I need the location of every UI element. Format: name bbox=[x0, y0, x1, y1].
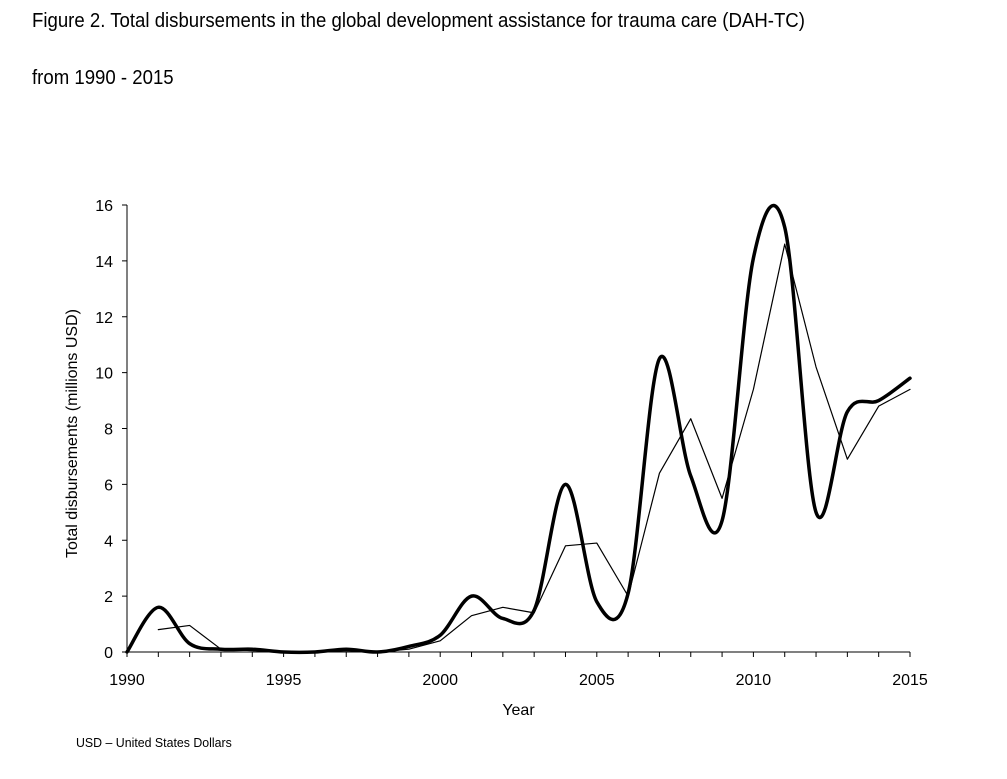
data-point-s2-2007 bbox=[657, 471, 661, 475]
data-point-s1-1992 bbox=[188, 642, 192, 646]
data-point-s1-2013 bbox=[845, 410, 849, 414]
y-tick-label: 16 bbox=[95, 198, 113, 215]
data-point-s1-2001 bbox=[470, 594, 474, 598]
data-point-s2-1993 bbox=[219, 647, 223, 651]
data-point-s1-2002 bbox=[501, 616, 505, 620]
data-point-s2-2008 bbox=[689, 417, 693, 421]
data-point-s1-2012 bbox=[814, 510, 818, 514]
axes: 0 2 4 6 8 10 12 14 16 1990 1995 2000 2005 2010 2015 bbox=[95, 198, 928, 689]
data-point-s2-2015 bbox=[908, 387, 912, 391]
y-tick-label: 14 bbox=[95, 254, 113, 271]
x-tick-label: 2010 bbox=[736, 672, 772, 689]
chart-title-line-1: Figure 2. Total disbursements in the glo… bbox=[32, 10, 805, 32]
data-point-s2-1995 bbox=[282, 650, 286, 654]
data-point-s2-2011 bbox=[783, 242, 787, 246]
x-tick-label: 1990 bbox=[109, 672, 145, 689]
data-point-s2-2003 bbox=[532, 611, 536, 615]
data-point-s1-2005 bbox=[595, 600, 599, 604]
data-point-s1-2009 bbox=[720, 519, 724, 523]
y-tick-label: 2 bbox=[104, 589, 113, 606]
y-tick-label: 10 bbox=[95, 366, 113, 383]
data-point-s1-2014 bbox=[877, 399, 881, 403]
data-point-s1-2007 bbox=[657, 357, 661, 361]
y-tick-label: 0 bbox=[104, 645, 113, 662]
data-point-s1-2010 bbox=[751, 256, 755, 260]
data-point-s2-1997 bbox=[344, 649, 348, 653]
data-point-s1-2015 bbox=[908, 376, 912, 380]
y-tick-label: 6 bbox=[104, 477, 113, 494]
y-tick-label: 12 bbox=[95, 310, 113, 327]
data-point-s2-2006 bbox=[626, 594, 630, 598]
data-point-s1-2011 bbox=[783, 225, 787, 229]
series-layer bbox=[125, 203, 912, 655]
data-point-s2-2000 bbox=[438, 639, 442, 643]
data-point-s2-1991 bbox=[156, 628, 160, 632]
y-axis-title: Total disbursements (millions USD) bbox=[64, 309, 81, 558]
x-tick-label: 1995 bbox=[266, 672, 302, 689]
data-point-s2-2002 bbox=[501, 605, 505, 609]
data-point-s1-2000 bbox=[438, 633, 442, 637]
x-tick-label: 2005 bbox=[579, 672, 615, 689]
footnote: USD – United States Dollars bbox=[76, 735, 232, 750]
x-axis-title: Year bbox=[502, 702, 535, 719]
data-point-s2-2013 bbox=[845, 457, 849, 461]
data-point-s1-2004 bbox=[563, 482, 567, 486]
data-point-s1-2008 bbox=[689, 474, 693, 478]
data-point-s1-1990 bbox=[125, 650, 129, 654]
data-point-s2-2012 bbox=[814, 365, 818, 369]
data-point-s2-1994 bbox=[250, 649, 254, 653]
x-tick-label: 2015 bbox=[892, 672, 928, 689]
data-point-s2-1996 bbox=[313, 650, 317, 654]
x-tick-label: 2000 bbox=[422, 672, 458, 689]
data-point-s2-1998 bbox=[376, 650, 380, 654]
data-point-s1-1991 bbox=[156, 605, 160, 609]
data-point-s2-2014 bbox=[877, 404, 881, 408]
series-line-2 bbox=[157, 243, 911, 653]
data-point-s2-2005 bbox=[595, 541, 599, 545]
y-tick-label: 4 bbox=[104, 533, 113, 550]
data-point-s2-1992 bbox=[188, 623, 192, 627]
data-point-s2-2009 bbox=[720, 496, 724, 500]
y-tick-label: 8 bbox=[104, 422, 113, 439]
data-point-s2-2001 bbox=[470, 614, 474, 618]
data-point-s2-1999 bbox=[407, 647, 411, 651]
chart-title-line-2: from 1990 - 2015 bbox=[32, 67, 174, 89]
data-point-s2-2010 bbox=[751, 387, 755, 391]
data-point-s2-2004 bbox=[563, 544, 567, 548]
